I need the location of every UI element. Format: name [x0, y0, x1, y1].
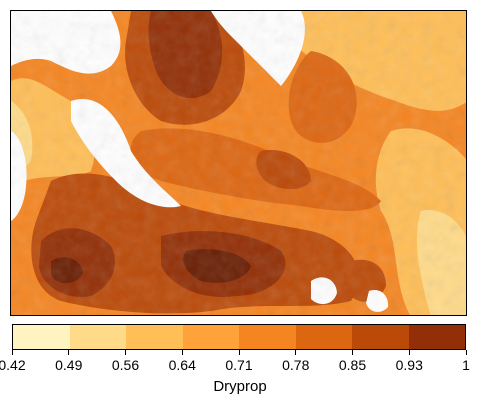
- legend-swatch: [69, 325, 126, 349]
- legend-tick-mark: [181, 350, 183, 355]
- legend-swatch: [352, 325, 409, 349]
- map-texture: [11, 11, 466, 315]
- legend-tick-mark: [352, 350, 353, 355]
- dryprop-map: [10, 10, 467, 316]
- map-raster: [11, 11, 466, 315]
- legend-tick-label: 0.78: [282, 357, 310, 373]
- legend-swatch: [13, 325, 70, 349]
- color-legend-bar: [12, 324, 466, 350]
- legend-swatch: [239, 325, 296, 349]
- legend-tick-label: 0.93: [395, 357, 423, 373]
- legend-tick-mark: [238, 350, 240, 355]
- legend-tick-label: 0.71: [225, 357, 253, 373]
- legend-tick-mark: [11, 350, 13, 355]
- legend-swatch: [182, 325, 239, 349]
- legend-swatch: [408, 325, 465, 349]
- legend-tick-label: 0.49: [55, 357, 83, 373]
- legend-tick-mark: [408, 350, 410, 355]
- legend-tick-mark: [295, 350, 297, 355]
- legend-tick-label: 0.56: [111, 357, 140, 373]
- legend-swatch: [126, 325, 183, 349]
- legend-tick-label: 0.85: [338, 357, 367, 373]
- legend-swatch: [295, 325, 352, 349]
- legend-tick-mark: [68, 350, 70, 355]
- legend-tick-mark: [465, 350, 467, 355]
- legend-tick-label: 1: [462, 357, 470, 373]
- legend-tick-mark: [125, 350, 126, 355]
- legend-tick-label: 0.64: [168, 357, 196, 373]
- legend-tick-label: 0.42: [0, 357, 26, 373]
- legend-title: Dryprop: [213, 378, 267, 395]
